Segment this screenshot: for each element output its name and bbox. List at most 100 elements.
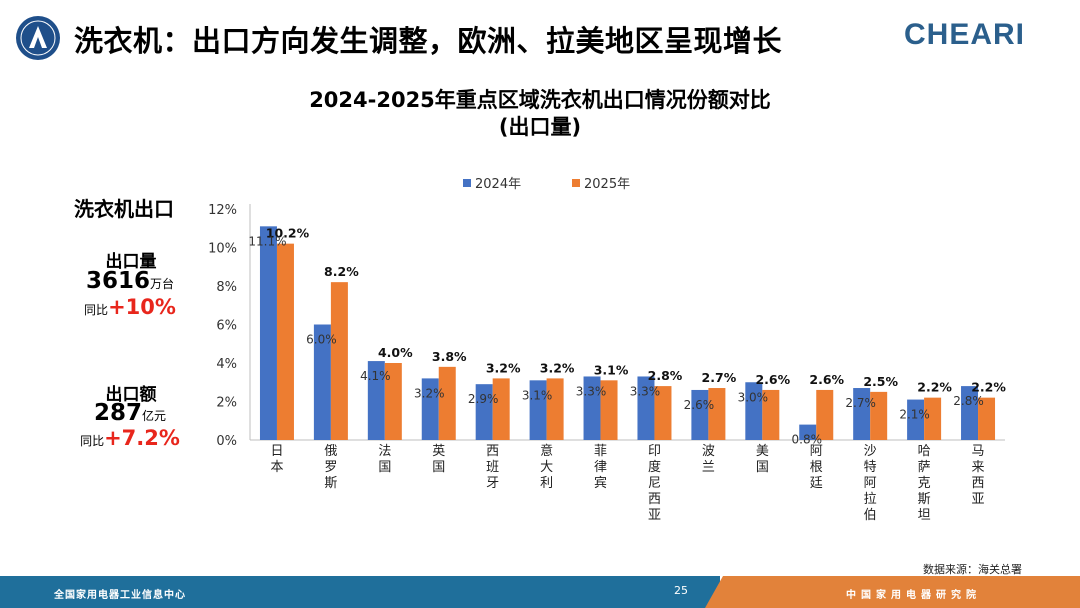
- amount-yoy: 同比+7.2%: [60, 426, 200, 450]
- bar-2024: [313, 324, 331, 440]
- category-label: 意大利: [540, 443, 553, 491]
- amount-value: 287亿元: [60, 400, 200, 426]
- data-label-2024: 2.7%: [845, 396, 876, 410]
- amount-unit: 亿元: [142, 409, 167, 423]
- page-title: 洗衣机：出口方向发生调整，欧洲、拉美地区呈现增长: [74, 24, 783, 58]
- amount-label: 出口额: [105, 385, 157, 405]
- data-source: 数据来源：海关总署: [923, 563, 1022, 576]
- bar-2025: [816, 389, 834, 440]
- y-tick-label: 12%: [208, 203, 237, 218]
- bar-2024: [367, 361, 385, 440]
- data-label-2024: 2.6%: [684, 398, 715, 412]
- footer-org-right: 中国家用电器研究院: [846, 590, 981, 601]
- bar-2025: [330, 282, 348, 440]
- data-label-2025: 3.1%: [594, 362, 629, 377]
- category-label: 哈萨克斯坦: [918, 444, 931, 523]
- bar-chart: 0% 2% 4% 6% 8% 10% 12% 2024年 2025年 10.2%11.1% 日本 8.…: [208, 177, 1006, 523]
- bar-2024: [691, 389, 709, 440]
- footer-org-left: 全国家用电器工业信息中心: [54, 590, 186, 601]
- amount-yoy-label: 同比: [80, 434, 105, 448]
- category-label: 阿根廷: [810, 444, 823, 491]
- category-label: 美国: [756, 444, 769, 475]
- data-label-2024: 4.1%: [360, 369, 391, 383]
- data-label-2024: 2.1%: [899, 408, 930, 422]
- data-label-2025: 2.6%: [809, 372, 844, 387]
- data-label-2024: 3.1%: [522, 388, 553, 402]
- page-number: 25: [674, 584, 688, 597]
- data-label-2024: 3.0%: [738, 390, 769, 404]
- y-tick-label: 10%: [208, 242, 237, 257]
- data-label-2025: 10.2%: [266, 226, 310, 241]
- brand-logo: CHEARI: [904, 18, 1024, 51]
- bar-2025: [762, 389, 780, 440]
- institute-logo: [16, 16, 60, 60]
- chart-title: 2024-2025年重点区域洗衣机出口情况份额对比: [309, 88, 771, 112]
- y-tick-label: 0%: [216, 434, 237, 449]
- legend-swatch: [572, 179, 580, 187]
- amount-yoy-value: +7.2%: [104, 426, 180, 450]
- volume-yoy: 同比+10%: [60, 295, 200, 319]
- bar-2024: [421, 378, 439, 440]
- category-label: 西班牙: [486, 444, 499, 491]
- data-label-2025: 8.2%: [324, 264, 359, 279]
- y-tick-label: 2%: [216, 396, 237, 411]
- data-label-2024: 2.8%: [953, 394, 984, 408]
- bar-2025: [546, 378, 564, 440]
- bar-2025: [600, 380, 618, 440]
- bar-2025: [978, 397, 996, 440]
- bar-2024: [259, 226, 277, 440]
- footer-right-band: [705, 576, 1080, 608]
- data-label-2025: 4.0%: [378, 345, 413, 360]
- footer-left-band: [0, 576, 720, 608]
- bar-2025: [492, 378, 510, 440]
- bar-2024: [907, 399, 925, 440]
- bar-2024: [583, 376, 601, 440]
- category-label: 马来西亚: [972, 444, 985, 507]
- data-label-2024: 2.9%: [468, 392, 499, 406]
- bar-2024: [637, 376, 655, 440]
- bar-2024: [529, 380, 547, 440]
- amount-number: 287: [93, 400, 142, 426]
- category-label: 俄罗斯: [324, 444, 337, 491]
- y-tick-label: 6%: [216, 319, 237, 334]
- data-label-2025: 3.8%: [432, 349, 467, 364]
- y-tick-label: 4%: [216, 357, 237, 372]
- bar-2025: [924, 397, 942, 440]
- bar-2025: [708, 388, 726, 440]
- bar-2024: [961, 386, 979, 440]
- category-label: 波兰: [702, 444, 715, 475]
- legend-label: 2025年: [584, 177, 630, 192]
- data-label-2025: 3.2%: [540, 360, 575, 375]
- bar-2025: [870, 391, 888, 440]
- volume-yoy-label: 同比: [84, 303, 109, 317]
- volume-unit: 万台: [150, 277, 175, 291]
- data-label-2025: 2.2%: [971, 380, 1006, 395]
- legend-swatch: [463, 179, 471, 187]
- data-label-2025: 3.2%: [486, 360, 521, 375]
- data-label-2024: 3.3%: [576, 384, 607, 398]
- bar-2025: [438, 366, 456, 440]
- category-label: 沙特阿拉伯: [864, 444, 877, 523]
- data-label-2024: 11.1%: [248, 234, 286, 248]
- category-label: 日本: [270, 444, 283, 475]
- bar-2024: [745, 382, 763, 440]
- y-tick-label: 8%: [216, 280, 237, 295]
- data-label-2025: 2.7%: [702, 370, 737, 385]
- data-label-2025: 2.5%: [863, 374, 898, 389]
- bar-2025: [384, 363, 402, 440]
- bar-2024: [475, 384, 493, 440]
- bar-2025: [654, 386, 672, 440]
- data-label-2024: 3.3%: [630, 384, 661, 398]
- bar-2024: [799, 424, 817, 440]
- bar-2025: [276, 243, 294, 440]
- category-label: 英国: [432, 444, 445, 475]
- footer: 全国家用电器工业信息中心 25 中国家用电器研究院: [0, 576, 1080, 608]
- volume-value: 3616万台: [60, 268, 200, 294]
- data-label-2025: 2.2%: [917, 380, 952, 395]
- volume-number: 3616: [85, 268, 150, 294]
- category-label: 菲律宾: [594, 444, 607, 491]
- data-label-2025: 2.6%: [755, 372, 790, 387]
- category-label: 印度尼西亚: [648, 444, 661, 523]
- chart-subtitle: (出口量): [498, 115, 582, 139]
- data-label-2024: 6.0%: [306, 333, 337, 347]
